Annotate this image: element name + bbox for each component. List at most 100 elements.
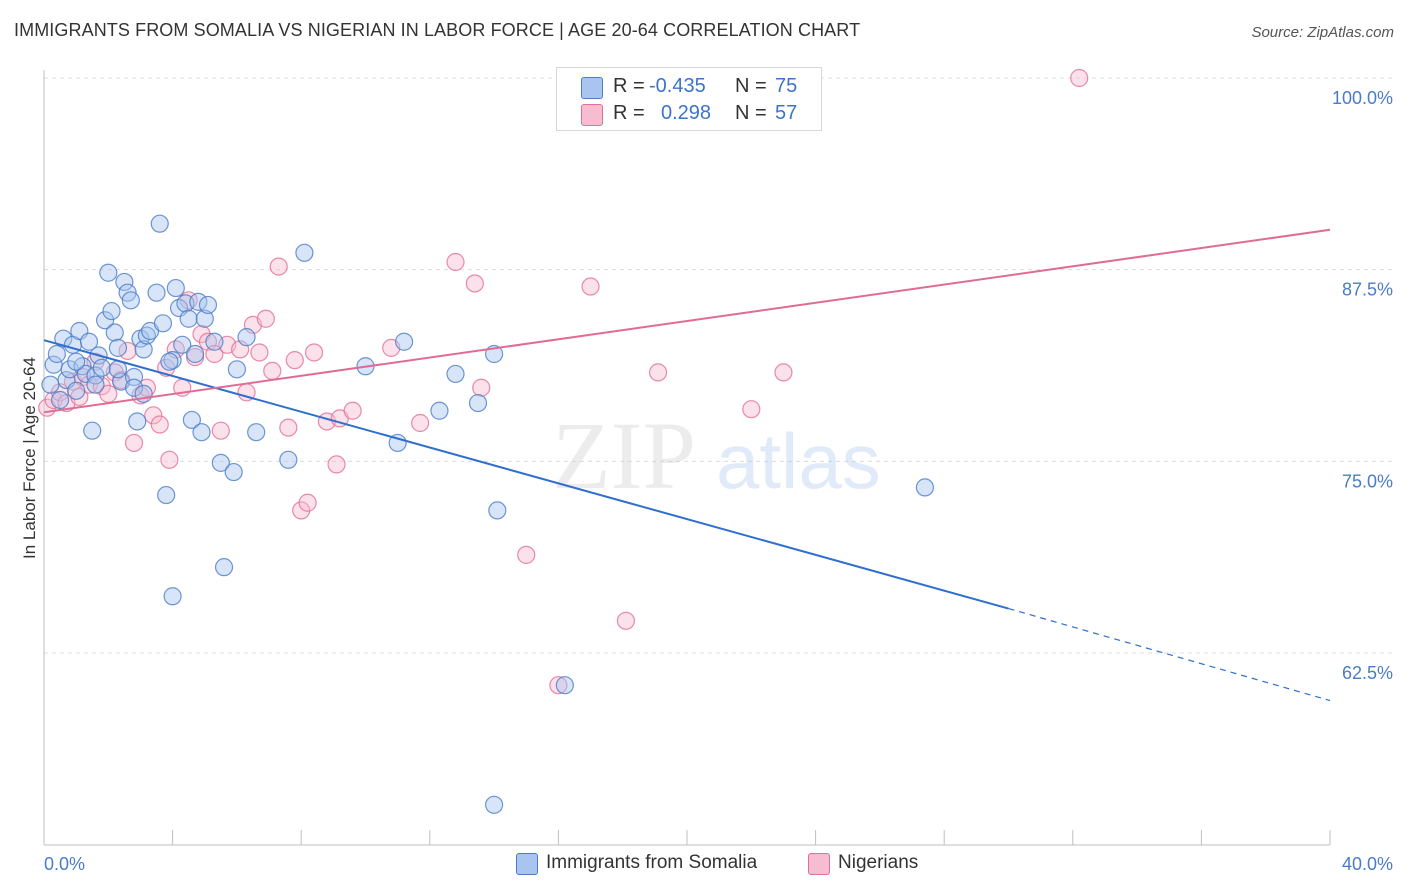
data-point xyxy=(195,309,214,328)
data-point xyxy=(205,332,224,351)
trend-line-somalia xyxy=(43,339,1009,610)
trend-line-somalia-extension xyxy=(1008,607,1331,702)
somalia-points xyxy=(41,214,935,814)
data-point xyxy=(468,393,488,413)
data-point xyxy=(549,676,568,695)
data-point xyxy=(160,352,179,371)
data-point xyxy=(485,795,504,814)
data-point xyxy=(124,433,144,453)
data-point xyxy=(465,274,484,293)
data-point xyxy=(144,406,163,425)
data-point xyxy=(163,587,182,606)
data-point xyxy=(102,301,121,321)
legend-r-label: R = xyxy=(613,75,645,97)
legend-n-value: 57 xyxy=(775,102,798,124)
data-point xyxy=(86,375,105,394)
data-point xyxy=(394,332,414,351)
data-point xyxy=(555,676,574,695)
data-point xyxy=(446,364,465,384)
data-point xyxy=(99,263,118,282)
x-tick-label-min: 0.0% xyxy=(44,854,85,874)
data-point xyxy=(186,344,205,364)
grid-lines xyxy=(44,77,1392,654)
bottom-legend-label-nigerians: Nigerians xyxy=(838,852,919,873)
data-point xyxy=(108,338,128,357)
data-point xyxy=(157,485,176,505)
data-point xyxy=(517,545,536,564)
data-point xyxy=(67,352,86,371)
data-point xyxy=(446,252,465,272)
data-point xyxy=(198,295,218,315)
trend-line-nigerians xyxy=(43,228,1331,414)
stats-legend: R = -0.435 N = 75 R = 0.298 N = 57 xyxy=(556,67,822,131)
data-point xyxy=(279,418,298,437)
watermark-atlas: atlas xyxy=(716,417,881,505)
data-point xyxy=(285,351,304,370)
legend-r-value: 0.298 xyxy=(661,102,712,124)
bottom-legend-swatch-nigerians xyxy=(808,853,830,875)
legend-swatch-somalia xyxy=(581,77,603,99)
data-point xyxy=(79,332,99,351)
data-point xyxy=(247,423,266,442)
data-point xyxy=(774,363,793,382)
data-point xyxy=(250,343,269,362)
y-tick-label: 62.5% xyxy=(1342,663,1393,683)
data-point xyxy=(648,363,668,382)
data-point xyxy=(192,423,211,442)
data-point xyxy=(581,277,600,296)
bottom-legend-label-somalia: Immigrants from Somalia xyxy=(546,852,758,873)
data-point xyxy=(279,450,298,469)
x-tick-label-max: 40.0% xyxy=(1342,854,1393,874)
data-point xyxy=(115,272,134,292)
data-point xyxy=(488,501,507,520)
chart-title: IMMIGRANTS FROM SOMALIA VS NIGERIAN IN L… xyxy=(14,20,861,40)
data-point xyxy=(388,433,407,453)
data-point xyxy=(304,343,324,362)
nigerians-points xyxy=(38,68,1089,695)
data-point xyxy=(1070,68,1089,88)
bottom-legend-swatch-somalia xyxy=(516,853,538,875)
watermark-zip: ZIP xyxy=(552,402,696,509)
data-point xyxy=(915,478,935,497)
data-point xyxy=(173,335,192,354)
data-point xyxy=(83,421,102,440)
legend-r-label: R = xyxy=(613,102,645,124)
data-point xyxy=(67,381,86,400)
data-point xyxy=(211,421,230,440)
y-tick-label: 100.0% xyxy=(1332,88,1393,108)
data-point xyxy=(214,558,234,577)
data-point xyxy=(124,378,144,397)
legend-n-label: N = xyxy=(735,75,767,97)
data-point xyxy=(211,453,230,472)
data-point xyxy=(41,375,60,394)
data-point xyxy=(153,314,173,333)
data-point xyxy=(124,367,144,387)
data-point xyxy=(121,291,140,310)
data-point xyxy=(224,462,243,482)
data-point xyxy=(179,309,198,328)
data-point xyxy=(616,611,636,630)
data-point xyxy=(227,360,246,379)
data-point xyxy=(95,311,115,330)
data-point xyxy=(147,283,166,302)
data-point xyxy=(166,278,185,298)
data-point xyxy=(298,493,317,512)
data-point xyxy=(411,413,430,433)
trend-lines xyxy=(43,228,1331,702)
legend-r-value: -0.435 xyxy=(649,75,706,97)
data-point xyxy=(92,358,111,377)
x-tick-labels: 0.0% 40.0% xyxy=(44,854,1393,874)
data-point xyxy=(327,455,346,474)
data-point xyxy=(430,401,449,420)
data-point xyxy=(50,390,70,410)
legend-swatch-nigerians xyxy=(581,104,603,126)
y-axis-label: In Labor Force | Age 20-64 xyxy=(20,357,39,559)
data-point xyxy=(160,450,179,469)
data-point xyxy=(343,401,362,420)
data-point xyxy=(105,323,124,342)
data-point xyxy=(263,361,282,380)
data-point xyxy=(256,309,275,328)
watermark: ZIP atlas xyxy=(552,402,881,509)
data-point xyxy=(128,412,147,431)
